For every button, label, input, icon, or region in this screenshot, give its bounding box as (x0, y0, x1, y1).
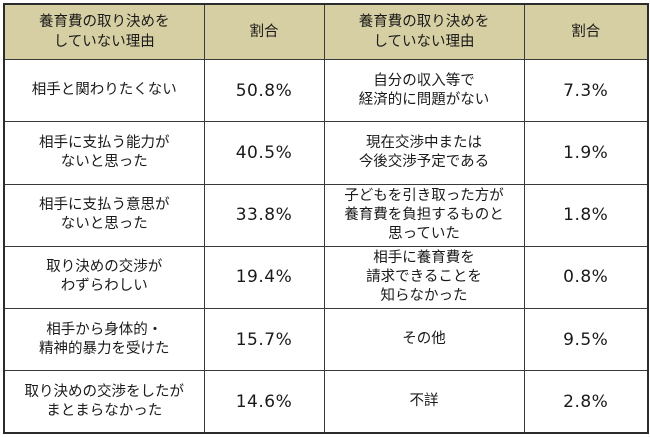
table-row: 相手と関わりたくない 50.8% 自分の収入等で 経済的に問題がない 7.3% (3, 58, 649, 123)
ratio-cell: 14.6% (203, 370, 325, 434)
table-row: 相手に支払う能力が ないと思った 40.5% 現在交渉中または 今後交渉予定であ… (3, 121, 649, 185)
ratio-cell: 19.4% (203, 245, 325, 310)
ratio-cell: 50.8% (203, 58, 325, 123)
reason-cell: 取り決めの交渉をしたが まとまらなかった (3, 370, 205, 434)
reasons-table: 養育費の取り決めを していない理由 割合 養育費の取り決めを していない理由 割… (3, 3, 649, 434)
table-row: 取り決めの交渉をしたが まとまらなかった 14.6% 不詳 2.8% (3, 370, 649, 434)
ratio-cell: 9.5% (523, 307, 649, 372)
reason-cell: 相手に支払う能力が ないと思った (3, 121, 205, 185)
reason-cell: 相手と関わりたくない (3, 58, 205, 123)
reason-cell: 自分の収入等で 経済的に問題がない (323, 58, 525, 123)
reason-cell: 子どもを引き取った方が 養育費を負担するものと 思っていた (323, 183, 525, 247)
ratio-cell: 2.8% (523, 370, 649, 434)
table-row: 相手から身体的・ 精神的暴力を受けた 15.7% その他 9.5% (3, 307, 649, 372)
ratio-cell: 1.9% (523, 121, 649, 185)
header-reason-right: 養育費の取り決めを していない理由 (323, 3, 525, 60)
reason-cell: その他 (323, 307, 525, 372)
reason-cell: 相手に養育費を 請求できることを 知らなかった (323, 245, 525, 310)
header-ratio-right: 割合 (523, 3, 649, 60)
ratio-cell: 40.5% (203, 121, 325, 185)
header-row: 養育費の取り決めを していない理由 割合 養育費の取り決めを していない理由 割… (3, 3, 649, 60)
reason-cell: 取り決めの交渉が わずらわしい (3, 245, 205, 310)
ratio-cell: 0.8% (523, 245, 649, 310)
table-row: 相手に支払う意思が ないと思った 33.8% 子どもを引き取った方が 養育費を負… (3, 183, 649, 247)
header-reason-left: 養育費の取り決めを していない理由 (3, 3, 205, 60)
reason-cell: 現在交渉中または 今後交渉予定である (323, 121, 525, 185)
ratio-cell: 33.8% (203, 183, 325, 247)
reason-cell: 相手から身体的・ 精神的暴力を受けた (3, 307, 205, 372)
ratio-cell: 7.3% (523, 58, 649, 123)
ratio-cell: 1.8% (523, 183, 649, 247)
ratio-cell: 15.7% (203, 307, 325, 372)
reason-cell: 相手に支払う意思が ないと思った (3, 183, 205, 247)
header-ratio-left: 割合 (203, 3, 325, 60)
reason-cell: 不詳 (323, 370, 525, 434)
table-row: 取り決めの交渉が わずらわしい 19.4% 相手に養育費を 請求できることを 知… (3, 245, 649, 310)
